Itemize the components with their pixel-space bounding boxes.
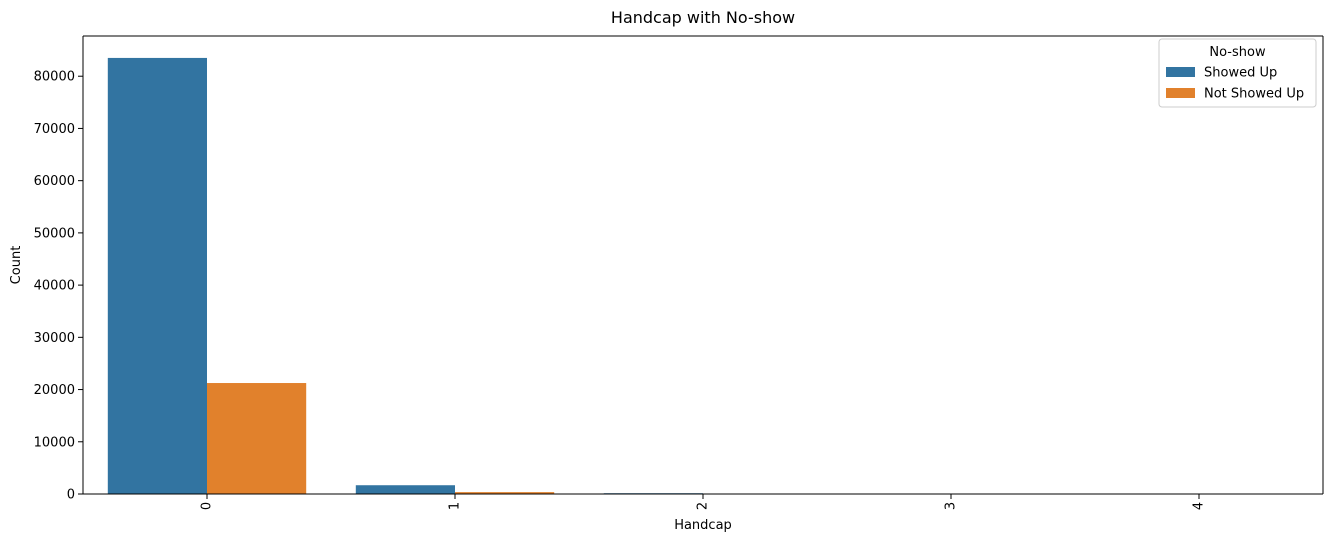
y-tick-label: 10000 — [34, 435, 75, 450]
x-tick-label: 0 — [200, 502, 215, 510]
chart-title: Handcap with No-show — [611, 8, 795, 27]
x-tick-label: 2 — [696, 502, 711, 510]
y-tick-label: 0 — [67, 488, 75, 503]
x-tick-label: 3 — [944, 502, 959, 510]
bar-showed-up-0 — [108, 58, 207, 494]
bars-layer — [108, 58, 1298, 494]
y-tick-label: 50000 — [34, 226, 75, 241]
bar-not-showed-up-0 — [207, 383, 306, 494]
y-tick-label: 80000 — [34, 70, 75, 85]
x-tick-label: 4 — [1192, 502, 1207, 510]
y-tick-label: 20000 — [34, 383, 75, 398]
y-tick-label: 30000 — [34, 331, 75, 346]
y-axis-label: Count — [9, 246, 24, 285]
x-axis-label: Handcap — [674, 518, 732, 533]
legend: No-show Showed Up Not Showed Up — [1159, 39, 1316, 107]
legend-label: Showed Up — [1204, 66, 1277, 81]
legend-title: No-show — [1209, 45, 1266, 60]
legend-label: Not Showed Up — [1204, 87, 1304, 102]
y-tick-label: 60000 — [34, 174, 75, 189]
legend-swatch-showed-up — [1166, 67, 1195, 77]
x-tick-label: 1 — [448, 502, 463, 510]
y-tick-label: 70000 — [34, 122, 75, 137]
legend-swatch-not-showed-up — [1166, 88, 1195, 98]
y-tick-label: 40000 — [34, 279, 75, 294]
bar-showed-up-1 — [356, 485, 455, 494]
